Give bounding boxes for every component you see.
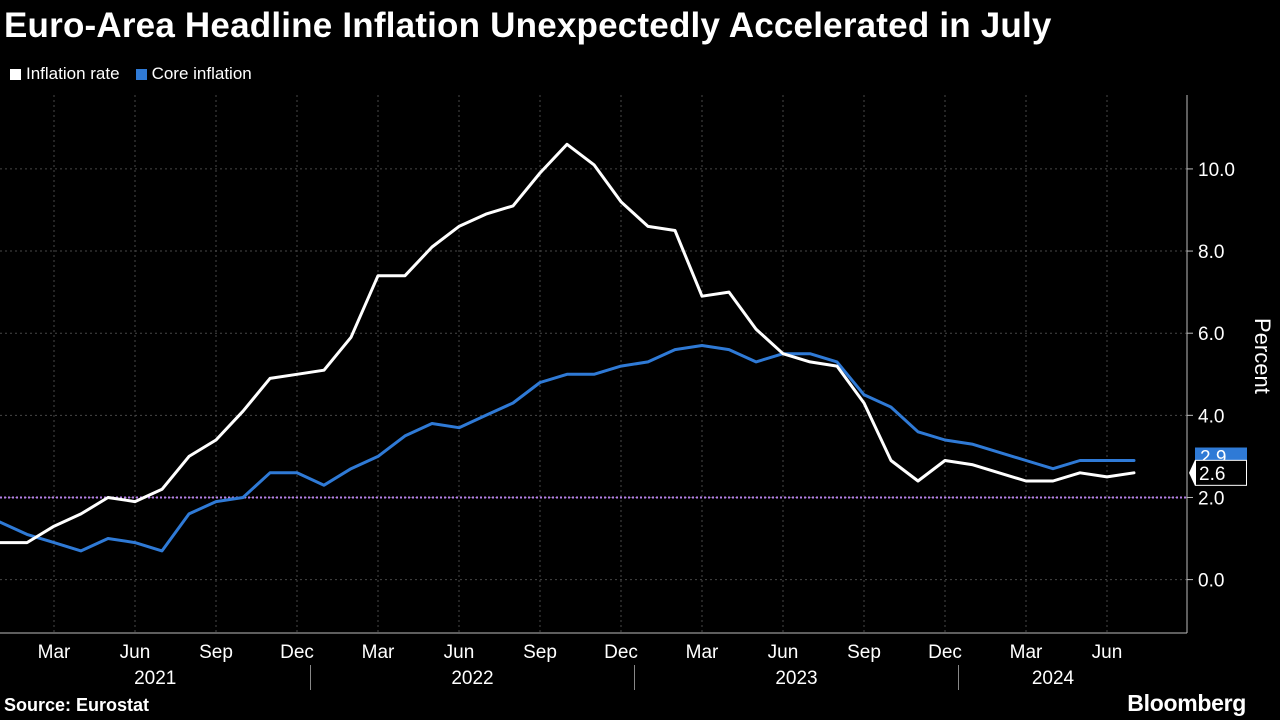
x-tick-label: Mar (1010, 642, 1043, 663)
legend-swatch-core (135, 68, 147, 80)
x-tick-label: Sep (199, 642, 233, 663)
y-tick-label: 0.0 (1198, 571, 1224, 592)
x-tick-label: Sep (847, 642, 881, 663)
y-axis-title: Percent (1250, 318, 1275, 394)
x-tick-label: Dec (604, 642, 638, 663)
x-tick-label: Jun (1092, 642, 1123, 663)
x-tick-label: Jun (768, 642, 799, 663)
inflation-end-label-pointer (1189, 459, 1195, 486)
legend-label-core: Core inflation (151, 64, 252, 83)
legend-swatch-inflation (10, 68, 21, 80)
x-tick-label: Mar (38, 642, 71, 663)
brand-logo: Bloomberg (1127, 690, 1246, 716)
year-label: 2022 (451, 668, 493, 689)
legend-item-core: Core inflation (135, 64, 252, 84)
year-label: 2024 (1032, 668, 1075, 689)
source-note: Source: Eurostat (4, 695, 150, 715)
y-tick-label: 6.0 (1198, 324, 1224, 345)
chart-title: Euro-Area Headline Inflation Unexpectedl… (4, 6, 1052, 45)
year-label: 2023 (775, 668, 817, 689)
legend-item-inflation: Inflation rate (10, 64, 120, 84)
legend-label-inflation: Inflation rate (26, 64, 120, 83)
y-tick-label: 2.0 (1198, 488, 1224, 509)
legend: Inflation rate Core inflation (10, 64, 252, 84)
core-inflation-line (0, 344, 1136, 553)
x-tick-label: Sep (523, 642, 557, 663)
inflation-rate-line (0, 142, 1136, 545)
x-tick-label: Jun (444, 642, 475, 663)
inflation-end-label: 2.6 (1199, 464, 1225, 485)
y-tick-label: 8.0 (1198, 242, 1224, 263)
y-tick-label: 4.0 (1198, 406, 1224, 427)
x-tick-label: Mar (686, 642, 719, 663)
x-tick-label: Dec (928, 642, 962, 663)
x-tick-label: Dec (280, 642, 314, 663)
year-label: 2021 (134, 668, 176, 689)
inflation-end-label-inner (1196, 460, 1246, 485)
x-tick-label: Mar (362, 642, 395, 663)
x-tick-label: Jun (120, 642, 151, 663)
y-tick-label: 10.0 (1198, 160, 1235, 181)
